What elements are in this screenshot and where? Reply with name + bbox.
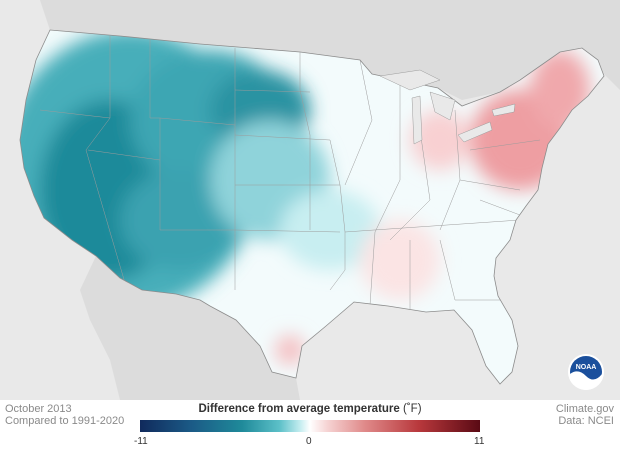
legend-colorbar	[140, 420, 480, 432]
credit-label: Climate.gov	[555, 403, 614, 415]
map-svg: NOAA	[19, 0, 620, 400]
legend-tick-min: -11	[134, 436, 148, 447]
legend-unit: (˚F)	[403, 403, 422, 415]
footer: October 2013 Compared to 1991-2020 Diffe…	[0, 400, 620, 450]
legend-tick-max: 11	[474, 436, 485, 447]
state-borders	[39, 36, 541, 310]
baseline-label: Compared to 1991-2020	[5, 415, 125, 427]
legend-title-text: Difference from average temperature	[198, 403, 400, 415]
noaa-logo-text: NOAA	[576, 364, 597, 371]
legend-title: Difference from average temperature (˚F)	[140, 403, 480, 415]
temperature-anomaly-map: NOAA	[19, 0, 620, 400]
noaa-logo: NOAA	[568, 354, 604, 390]
us-outline	[19, 29, 605, 385]
canada-land	[40, 0, 620, 100]
date-label: October 2013	[5, 403, 72, 415]
source-label: Data: NCEI	[558, 415, 614, 427]
legend-tick-mid: 0	[306, 436, 312, 447]
mexico-land	[80, 256, 300, 400]
great-lakes	[379, 69, 516, 145]
